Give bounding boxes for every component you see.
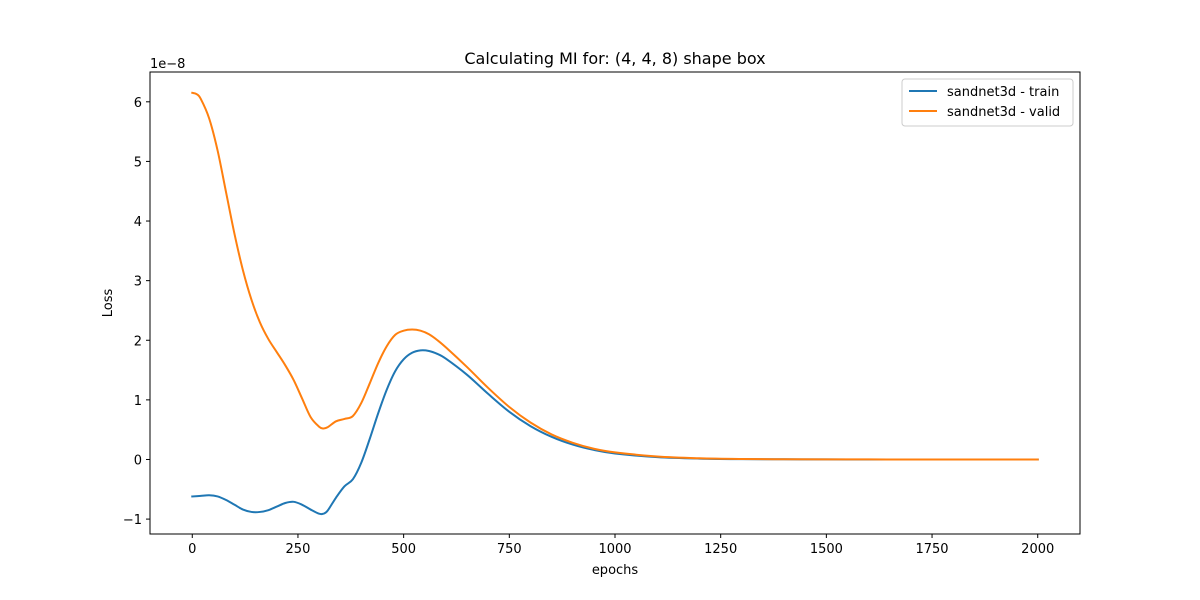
y-offset-text: 1e−8 [150, 57, 185, 72]
y-tick-label: 2 [134, 334, 142, 349]
y-tick-label: 1 [134, 394, 142, 409]
x-tick-label: 500 [391, 542, 416, 557]
legend-label-valid: sandnet3d - valid [947, 105, 1060, 120]
x-tick-label: 1750 [915, 542, 948, 557]
x-tick-label: 1250 [704, 542, 737, 557]
y-tick-label: −1 [123, 513, 142, 528]
legend-box [901, 78, 1074, 127]
x-tick-label: 1500 [810, 542, 843, 557]
y-axis-ticks: −1 0 1 2 3 4 5 6 [123, 96, 150, 528]
plot-lines [191, 91, 1039, 516]
y-tick-label: 3 [134, 275, 142, 290]
x-axis-ticks: 0 250 500 750 1000 1250 1500 1750 2000 [188, 534, 1054, 557]
chart-title: Calculating MI for: (4, 4, 8) shape box [464, 49, 765, 68]
x-tick-label: 750 [497, 542, 522, 557]
x-tick-label: 0 [188, 542, 196, 557]
x-axis-label: epochs [592, 563, 639, 578]
series-line-valid [191, 91, 1039, 461]
x-tick-label: 250 [286, 542, 311, 557]
y-tick-label: 5 [134, 155, 142, 170]
legend-label-train: sandnet3d - train [947, 85, 1059, 100]
x-tick-label: 2000 [1021, 542, 1054, 557]
y-tick-label: 6 [134, 96, 142, 111]
y-tick-label: 4 [134, 215, 142, 230]
y-axis-label: Loss [101, 289, 116, 318]
legend: sandnet3d - train sandnet3d - valid [901, 78, 1074, 127]
y-tick-label: 0 [134, 453, 142, 468]
x-tick-label: 1000 [598, 542, 631, 557]
